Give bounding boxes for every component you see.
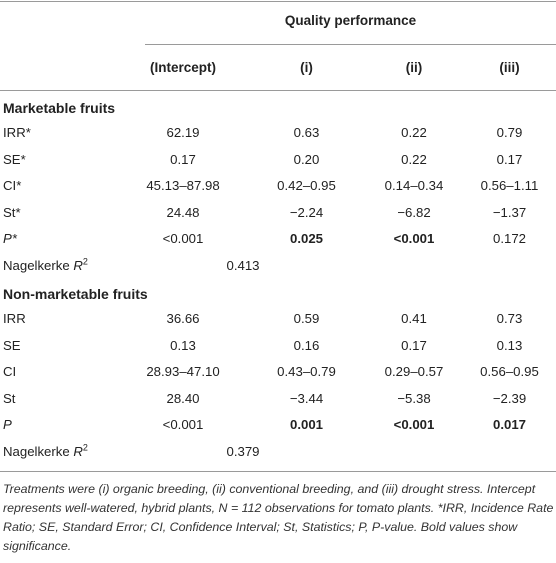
table-row: St* 24.48 −2.24 −6.82 −1.37 [0,200,556,226]
section-title: Marketable fruits [3,100,116,116]
r2-value: 0.379 [226,443,260,459]
table-row: P* <0.001 0.025 <0.001 0.172 [0,226,556,252]
cell-ii: −6.82 [397,204,431,220]
r2-symbol: R [73,443,83,459]
cell-i: 0.025 [289,231,323,246]
cell-intercept: 28.93–47.10 [146,364,220,379]
cell-i: 0.42–0.95 [277,178,336,193]
cell-ii: 0.14–0.34 [384,178,444,193]
cell-i: 0.63 [293,125,320,140]
r2-label-text: Nagelkerke R [3,257,83,273]
super-header: Quality performance [284,13,417,28]
cell-ii: 0.29–0.57 [384,364,444,379]
row-label: IRR [3,311,26,326]
table-row: IRR* 62.19 0.63 0.22 0.79 [0,120,556,146]
cell-ii: 0.22 [401,151,427,167]
r2-row: Nagelkerke R2 0.379 [0,439,556,465]
cell-intercept: 0.13 [170,337,196,353]
row-label: St* [3,204,21,220]
cell-intercept: 36.66 [166,311,200,326]
cell-iii: 0.172 [492,231,526,246]
cell-i: −2.24 [289,204,324,220]
row-label: SE [3,337,21,353]
table-row: P <0.001 0.001 <0.001 0.017 [0,412,556,438]
cell-iii: 0.73 [496,311,523,326]
r2-superscript: 2 [82,442,88,453]
r2-label: Nagelkerke R2 [3,253,88,279]
cell-iii: −1.37 [492,204,527,220]
cell-iii: 0.56–0.95 [480,364,539,379]
cell-i: 0.001 [289,417,323,432]
column-header-iii: (iii) [499,60,520,75]
table-row: SE 0.13 0.16 0.17 0.13 [0,333,556,359]
cell-i: 0.20 [293,151,320,167]
cell-ii: 0.22 [401,125,427,140]
super-header-rule [145,44,556,45]
table-footnote: Treatments were (i) organic breeding, (i… [3,482,554,553]
cell-iii: 0.56–1.11 [480,178,539,193]
r2-label: Nagelkerke R2 [3,439,88,465]
row-label: IRR* [3,125,31,140]
cell-intercept: 62.19 [166,125,200,140]
cell-iii: 0.13 [496,337,523,353]
bottom-rule [0,471,556,472]
cell-intercept: 0.17 [170,151,196,167]
cell-i: 0.16 [293,337,320,353]
top-rule [0,1,556,2]
cell-i: −3.44 [289,390,324,406]
column-header-i: (i) [300,60,313,75]
header-rule [0,90,556,91]
cell-iii: 0.017 [492,417,526,432]
row-label: SE* [3,151,26,167]
table-row: IRR 36.66 0.59 0.41 0.73 [0,306,556,332]
r2-symbol: R [73,257,83,273]
row-label: St [3,390,16,406]
row-label: CI* [3,178,22,193]
r2-value: 0.413 [226,257,260,273]
cell-intercept: 24.48 [166,204,200,220]
cell-intercept: 45.13–87.98 [146,178,220,193]
column-header-ii: (ii) [405,60,423,75]
table-row: St 28.40 −3.44 −5.38 −2.39 [0,386,556,412]
table-row: CI* 45.13–87.98 0.42–0.95 0.14–0.34 0.56–1.1… [0,173,556,199]
cell-intercept: <0.001 [162,231,204,246]
cell-intercept: <0.001 [162,417,204,432]
cell-iii: 0.17 [496,151,523,167]
section-title: Non-marketable fruits [3,286,148,302]
r2-superscript: 2 [82,256,88,267]
r2-label-text: Nagelkerke R [3,443,83,459]
row-label: P [3,417,12,432]
cell-i: 0.43–0.79 [277,364,336,379]
table-row: SE* 0.17 0.20 0.22 0.17 [0,147,556,173]
cell-ii: 0.17 [401,337,427,353]
cell-ii: <0.001 [393,231,435,246]
column-header-intercept: (Intercept) [149,60,216,75]
cell-ii: −5.38 [397,390,431,406]
cell-ii: 0.41 [401,311,427,326]
cell-intercept: 28.40 [166,390,200,406]
row-label: CI [3,364,17,379]
r2-row: Nagelkerke R2 0.413 [0,253,556,279]
row-label: P* [3,231,17,246]
cell-iii: 0.79 [496,125,523,140]
cell-ii: <0.001 [393,417,435,432]
table-row: CI 28.93–47.10 0.43–0.79 0.29–0.57 0.56–0.95 [0,359,556,385]
cell-i: 0.59 [293,311,320,326]
cell-iii: −2.39 [492,390,527,406]
